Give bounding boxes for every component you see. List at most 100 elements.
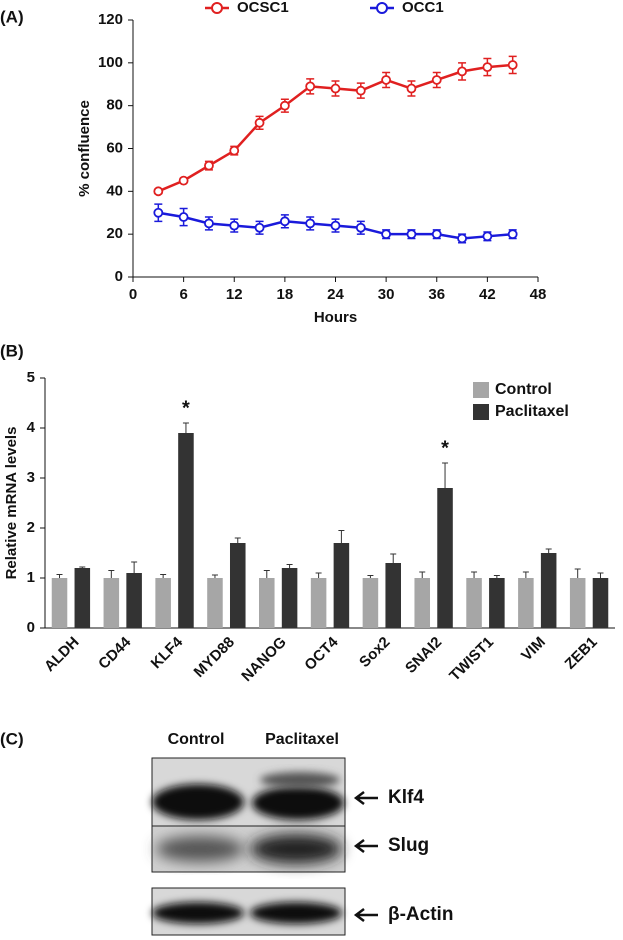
marker [330,83,341,94]
legend-swatch [473,382,489,398]
marker [381,75,392,85]
bar [103,578,120,628]
bar [569,578,586,628]
x-tick-label: 12 [226,286,243,303]
error-bar [234,537,241,543]
error-bar [315,572,322,578]
marker [431,75,442,85]
error-bar [263,570,270,578]
x-tick-label: OCT4 [301,633,342,674]
bar [178,433,194,628]
bar [489,578,505,628]
error-bar [390,553,397,563]
error-bar [522,571,529,578]
x-tick-label: KLF4 [148,633,187,672]
y-tick-label: 5 [27,369,35,386]
marker [482,62,493,73]
marker [254,117,265,128]
marker [507,229,518,240]
legend-label: Paclitaxel [495,403,569,420]
bar [281,568,298,628]
marker [204,160,214,171]
marker [153,186,164,197]
marker [229,220,240,231]
blot-slug [151,825,346,873]
x-tick-label: Sox2 [356,634,393,671]
x-tick-label: SNAI2 [402,634,445,677]
y-tick-label: 4 [27,419,36,436]
error-bar [574,568,581,578]
x-tick-label: ZEB1 [562,634,601,673]
marker [305,218,316,229]
y-tick-label: 20 [106,225,123,242]
error-bar [211,574,218,578]
panel-label: (C) [0,729,24,748]
legend-label: OCC1 [402,0,444,16]
marker [381,229,392,240]
blot-actin [151,887,346,936]
marker [457,233,467,244]
lane-label: Control [168,731,225,748]
bar [385,563,401,628]
legend-marker [211,2,223,14]
annotation: * [182,397,190,419]
marker [507,60,518,70]
marker [254,222,265,233]
x-tick-label: VIM [518,634,549,665]
marker [204,218,214,229]
lane-label: Paclitaxel [265,731,339,748]
bar [207,578,223,628]
marker [330,220,341,231]
error-bar [108,570,115,578]
bar [155,578,171,628]
bar [362,578,379,628]
error-bar [419,571,426,578]
error-bar [597,572,604,578]
y-tick-label: 0 [27,619,35,636]
bar [518,578,534,628]
marker [482,231,493,242]
bar [333,543,350,628]
panel-label: (A) [0,7,24,26]
marker [457,66,467,77]
marker [279,216,290,227]
error-bar [182,422,189,433]
marker [355,222,366,233]
x-tick-label: 36 [428,286,445,303]
marker [406,83,417,94]
y-tick-label: 1 [27,569,35,586]
marker [279,100,290,111]
bar [259,578,275,628]
legend-marker [376,2,388,14]
bar [51,578,68,628]
bar [229,543,246,628]
bar [310,578,327,628]
bar [540,553,557,628]
marker [305,81,316,92]
legend-label: OCSC1 [237,0,289,16]
marker [355,85,366,96]
bar [437,488,453,628]
bar [126,573,142,628]
x-tick-label: 30 [378,286,395,303]
y-tick-label: 40 [106,182,123,199]
error-bar [56,574,63,578]
y-tick-label: 2 [27,519,35,536]
bar [592,578,609,628]
band-label: Slug [388,835,429,856]
x-tick-label: 24 [327,286,344,303]
error-bar [471,571,478,578]
bar [414,578,431,628]
x-tick-label: 42 [479,286,496,303]
y-tick-label: 0 [115,268,123,285]
marker [178,212,189,222]
error-bar [493,575,500,578]
x-axis-label: Hours [314,309,357,326]
error-bar [131,561,138,573]
x-tick-label: ALDH [41,634,82,675]
marker [153,207,164,218]
y-tick-label: 120 [98,11,123,28]
x-tick-label: 48 [530,286,547,303]
x-tick-label: TWIST1 [446,634,497,685]
